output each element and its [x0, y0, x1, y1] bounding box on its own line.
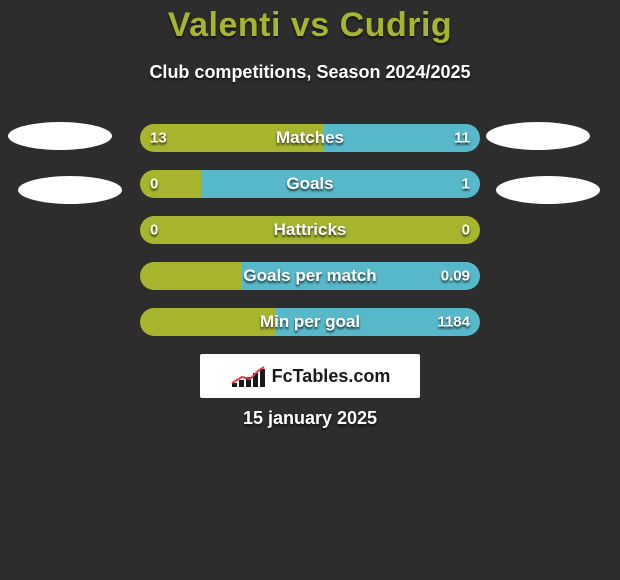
- team-badge-placeholder: [496, 176, 600, 204]
- stat-label: Min per goal: [140, 312, 480, 332]
- stat-value-right: 11: [454, 130, 470, 147]
- stat-label: Matches: [140, 128, 480, 148]
- stat-value-right: 1: [462, 176, 470, 193]
- team-badge-placeholder: [486, 122, 590, 150]
- logo-bars-icon: [230, 363, 266, 389]
- stat-label: Goals: [140, 174, 480, 194]
- stat-value-left: 13: [150, 130, 167, 147]
- comparison-infographic: Valenti vs Cudrig Club competitions, Sea…: [0, 0, 620, 580]
- team-badge-placeholder: [8, 122, 112, 150]
- stat-value-right: 1184: [437, 314, 470, 331]
- stat-row: Goals per match0.09: [140, 262, 480, 290]
- team-badge-placeholder: [18, 176, 122, 204]
- stat-value-right: 0.09: [441, 268, 470, 285]
- logo-text: FcTables.com: [272, 366, 391, 387]
- stat-row: Matches13 11: [140, 124, 480, 152]
- stat-value-left: 0: [150, 222, 158, 239]
- page-title: Valenti vs Cudrig: [0, 6, 620, 45]
- stat-value-left: 0: [150, 176, 158, 193]
- stat-row: Goals0 1: [140, 170, 480, 198]
- stat-row: Min per goal1184: [140, 308, 480, 336]
- stat-row: Hattricks0 0: [140, 216, 480, 244]
- stat-label: Goals per match: [140, 266, 480, 286]
- fctables-logo: FcTables.com: [200, 354, 420, 398]
- subtitle: Club competitions, Season 2024/2025: [0, 62, 620, 83]
- stat-label: Hattricks: [140, 220, 480, 240]
- stat-value-right: 0: [462, 222, 470, 239]
- date-text: 15 january 2025: [0, 408, 620, 429]
